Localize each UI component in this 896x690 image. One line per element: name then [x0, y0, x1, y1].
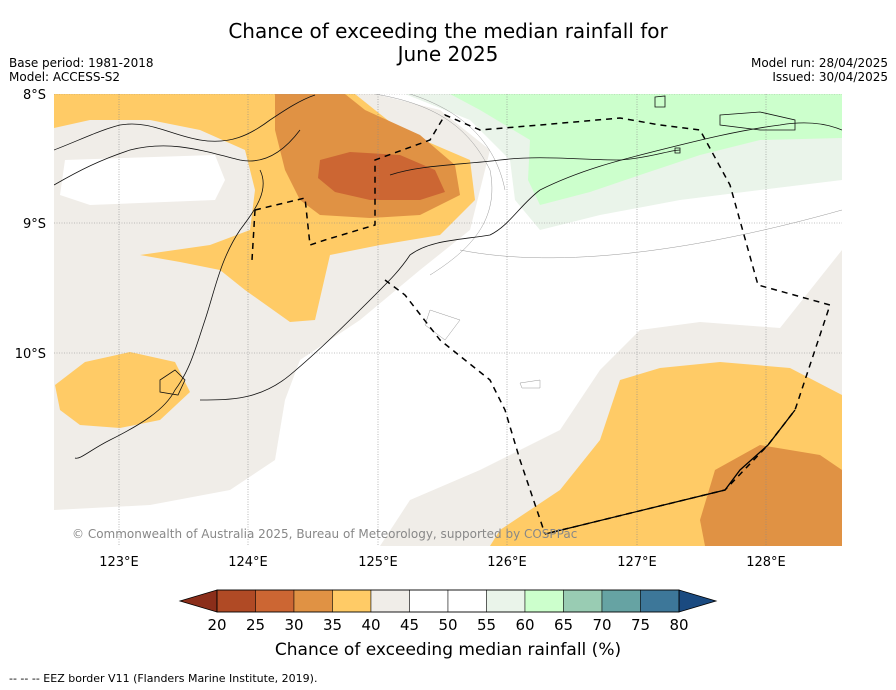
title-line-1: Chance of exceeding the median rainfall … — [228, 19, 668, 43]
colorbar-tick-label: 20 — [207, 616, 226, 634]
colorbar-tick-label: 50 — [438, 616, 457, 634]
colorbar-swatch — [486, 589, 526, 613]
model-text: Model: ACCESS-S2 — [9, 70, 121, 84]
lon-label-125e: 125°E — [358, 555, 398, 570]
lat-label-9s: 9°S — [23, 217, 46, 232]
title-line-2: June 2025 — [397, 42, 499, 66]
colorbar: 20 25 30 35 40 45 50 55 60 65 70 75 80 — [178, 589, 718, 634]
colorbar-over-arrow — [678, 589, 718, 613]
colorbar-swatches — [216, 589, 680, 613]
colorbar-swatch — [370, 589, 410, 613]
lon-label-123e: 123°E — [99, 555, 139, 570]
colorbar-under-arrow — [178, 589, 218, 613]
copyright-text: © Commonwealth of Australia 2025, Bureau… — [72, 527, 577, 541]
eez-solid-segment — [544, 409, 796, 535]
map-plot-area: © Commonwealth of Australia 2025, Bureau… — [54, 94, 842, 546]
colorbar-tick-label: 70 — [592, 616, 611, 634]
colorbar-swatch — [601, 589, 641, 613]
model-run-text: Model run: 28/04/2025 — [750, 56, 888, 70]
colorbar-tick-label: 35 — [323, 616, 342, 634]
region-60-65-northeast — [450, 94, 842, 205]
colorbar-swatch — [216, 589, 256, 613]
region-30-35-southeast — [700, 445, 842, 546]
colorbar-swatch — [332, 589, 372, 613]
axis-labels: 8°S 9°S 10°S 123°E 124°E 125°E 126°E 127… — [15, 88, 786, 570]
meta-left: Base period: 1981-2018 Model: ACCESS-S2 — [9, 56, 154, 84]
graticule — [54, 94, 842, 546]
colorbar-swatch — [293, 589, 333, 613]
colorbar-swatch — [640, 589, 680, 613]
colorbar-tick-label: 60 — [515, 616, 534, 634]
lon-label-127e: 127°E — [617, 555, 657, 570]
colorbar-tick-label: 75 — [631, 616, 650, 634]
colorbar-frame — [216, 589, 680, 613]
colorbar-tick-label: 25 — [246, 616, 265, 634]
colorbar-swatch — [447, 589, 487, 613]
colorbar-swatch — [524, 589, 564, 613]
colorbar-tick-labels: 20 25 30 35 40 45 50 55 60 65 70 75 80 — [207, 616, 688, 634]
lon-label-128e: 128°E — [746, 555, 786, 570]
region-35-40-west-blob — [55, 352, 190, 428]
meta-right: Model run: 28/04/2025 Issued: 30/04/2025 — [751, 56, 888, 84]
base-period-text: Base period: 1981-2018 — [9, 56, 154, 70]
chart-title: Chance of exceeding the median rainfall … — [0, 20, 896, 66]
eez-legend-note: -- -- -- EEZ border V11 (Flanders Marine… — [9, 672, 318, 685]
colorbar-tick-label: 80 — [669, 616, 688, 634]
lat-label-8s: 8°S — [23, 88, 46, 103]
contour-lines — [374, 94, 842, 389]
colorbar-tick-label: 65 — [554, 616, 573, 634]
lat-label-10s: 10°S — [15, 347, 46, 362]
colorbar-swatch — [255, 589, 295, 613]
lon-label-124e: 124°E — [228, 555, 268, 570]
region-45-55-west-pocket — [60, 155, 225, 205]
issued-text: Issued: 30/04/2025 — [772, 70, 888, 84]
eez-border — [251, 114, 831, 535]
coastlines — [54, 94, 842, 459]
colorbar-tick-label: 55 — [477, 616, 496, 634]
lon-label-126e: 126°E — [487, 555, 527, 570]
colorbar-tick-label: 40 — [361, 616, 380, 634]
colorbar-title: Chance of exceeding median rainfall (%) — [274, 640, 622, 660]
colorbar-tick-label: 45 — [400, 616, 419, 634]
colorbar-swatch — [409, 589, 449, 613]
colorbar-swatch — [563, 589, 603, 613]
colorbar-tick-label: 30 — [284, 616, 303, 634]
region-25-30-north — [318, 152, 445, 200]
